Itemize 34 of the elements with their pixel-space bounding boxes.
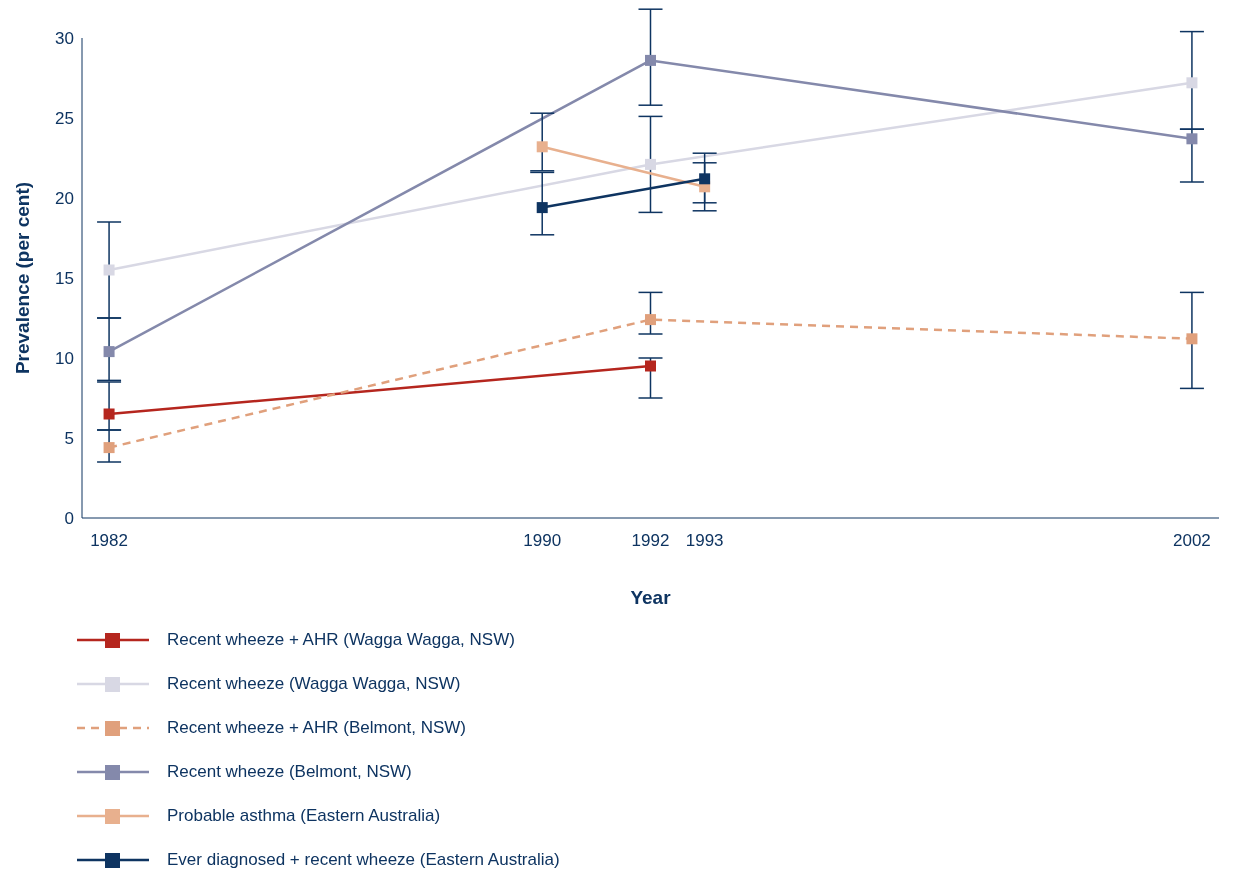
- point: [103, 442, 115, 454]
- y-tick-label: 30: [55, 29, 74, 49]
- point: [1186, 133, 1198, 145]
- legend-label: Ever diagnosed + recent wheeze (Eastern Australia): [167, 850, 560, 870]
- y-axis-title: Prevalence (per cent): [11, 181, 33, 375]
- point: [536, 202, 548, 214]
- y-tick-label: 0: [64, 509, 74, 529]
- legend-label: Probable asthma (Eastern Australia): [167, 806, 441, 826]
- point: [645, 54, 656, 66]
- legend-label: Recent wheeze + AHR (Belmont, NSW): [167, 718, 467, 738]
- legend-label: Recent wheeze + AHR (Wagga Wagga, NSW): [167, 630, 515, 650]
- x-tick-label: 2002: [1173, 531, 1211, 551]
- legend-label: Recent wheeze (Belmont, NSW): [167, 762, 412, 782]
- x-tick-label: 1990: [523, 531, 562, 551]
- y-tick-label: 20: [55, 189, 74, 209]
- y-tick-label: 25: [55, 109, 74, 129]
- y-tick-label: 15: [55, 269, 74, 289]
- point: [645, 314, 656, 326]
- point: [103, 408, 115, 420]
- x-axis-title: Year: [630, 587, 672, 608]
- y-tick-label: 10: [55, 349, 74, 369]
- x-tick-label: 1982: [90, 531, 128, 551]
- point: [1186, 77, 1198, 89]
- point: [699, 173, 711, 185]
- x-tick-label: 1992: [631, 531, 670, 551]
- point: [103, 346, 115, 358]
- point: [1186, 333, 1198, 345]
- y-tick-label: 5: [64, 429, 74, 449]
- point: [645, 158, 656, 170]
- point: [536, 141, 548, 153]
- point: [103, 264, 115, 276]
- x-tick-label: 1993: [685, 531, 724, 551]
- point: [645, 360, 656, 372]
- legend-label: Recent wheeze (Wagga Wagga, NSW): [167, 674, 461, 694]
